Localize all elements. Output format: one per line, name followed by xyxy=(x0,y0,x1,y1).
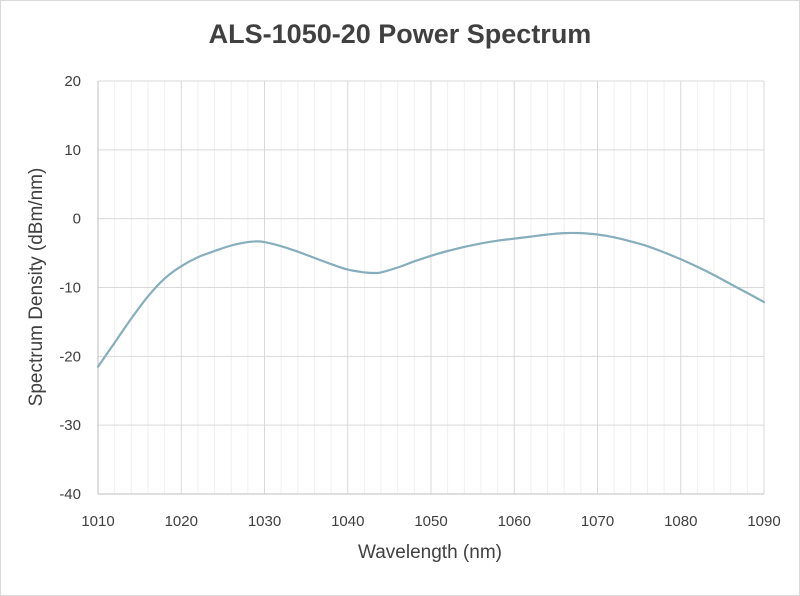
x-tick-label: 1030 xyxy=(248,513,281,530)
x-tick-label: 1070 xyxy=(581,513,614,530)
y-axis-title: Spectrum Density (dBm/nm) xyxy=(26,168,47,407)
x-tick-label: 1040 xyxy=(331,513,364,530)
axes xyxy=(97,81,765,495)
x-axis-title: Wavelength (nm) xyxy=(358,542,502,563)
y-tick-label: 10 xyxy=(64,142,81,159)
spectrum-series-line xyxy=(96,231,766,368)
y-tick-label: -30 xyxy=(59,417,81,434)
x-tick-label: 1020 xyxy=(165,513,198,530)
series-layer xyxy=(96,231,766,368)
y-tick-label: 0 xyxy=(73,211,81,228)
x-tick-label: 1050 xyxy=(414,513,447,530)
y-axis-ticks: 20 10 0 -10 -20 -30 -40 xyxy=(59,73,81,503)
y-tick-label: -10 xyxy=(59,280,81,297)
y-tick-label: 20 xyxy=(64,73,81,90)
x-tick-label: 1080 xyxy=(664,513,697,530)
x-axis-ticks: 1010 1020 1030 1040 1050 1060 1070 1080 1090 xyxy=(81,513,780,530)
gridlines xyxy=(98,80,764,494)
x-tick-label: 1010 xyxy=(81,513,114,530)
y-tick-label: -20 xyxy=(59,348,81,365)
x-tick-label: 1090 xyxy=(747,513,780,530)
chart-title: ALS-1050-20 Power Spectrum xyxy=(209,19,592,49)
x-tick-label: 1060 xyxy=(498,513,531,530)
y-tick-label: -40 xyxy=(59,486,81,503)
